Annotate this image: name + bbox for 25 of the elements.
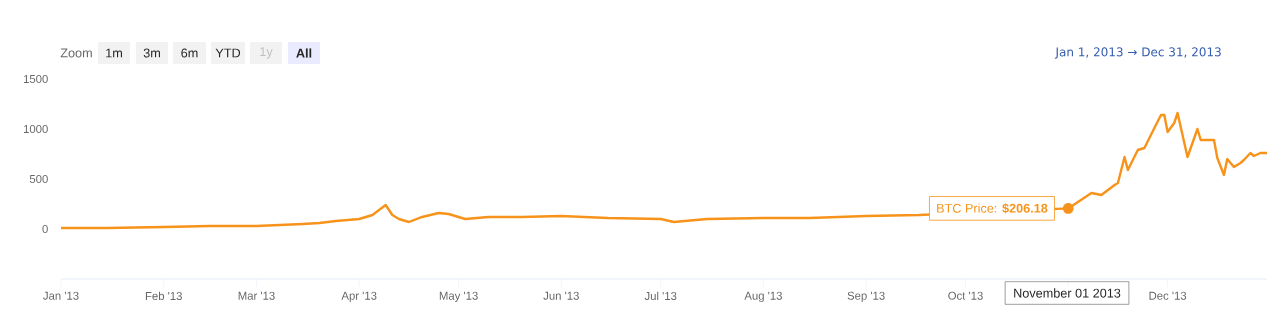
x-tick-label: Mar '13 (238, 291, 275, 300)
y-tick-label: 1000 (23, 125, 48, 133)
x-tick-label: Oct '13 (948, 291, 983, 300)
y-tick-label: 0 (42, 225, 48, 234)
x-tick-label: Dec '13 (1149, 291, 1187, 300)
text: 6m (181, 48, 198, 58)
x-tick-label: Apr '13 (341, 291, 377, 302)
text: YTD (215, 48, 241, 58)
x-tick-label: Jun '13 (543, 291, 579, 300)
x-tick-label: May '13 (439, 291, 478, 302)
y-tick-label: 1500 (23, 75, 48, 83)
text: November 01 2013 (1014, 288, 1121, 298)
x-tick-label: Aug '13 (744, 291, 782, 302)
text: 1m (106, 48, 122, 58)
annotation: BTC Price: $206.18 (937, 203, 1048, 214)
x-tick-label: Jan '13 (43, 291, 79, 300)
line-series (59, 111, 1269, 230)
x-tick-label: Feb '13 (145, 291, 182, 301)
x-tick-label: Sep '13 (847, 291, 885, 302)
y-tick-label: 500 (29, 175, 48, 183)
text: Jan 1, 2013 → Dec 31, 2013 (1054, 47, 1221, 59)
text: 3m (143, 48, 160, 58)
x-tick-label: Jul '13 (644, 291, 677, 301)
text: Zoom (60, 48, 92, 58)
text: All (296, 48, 312, 58)
